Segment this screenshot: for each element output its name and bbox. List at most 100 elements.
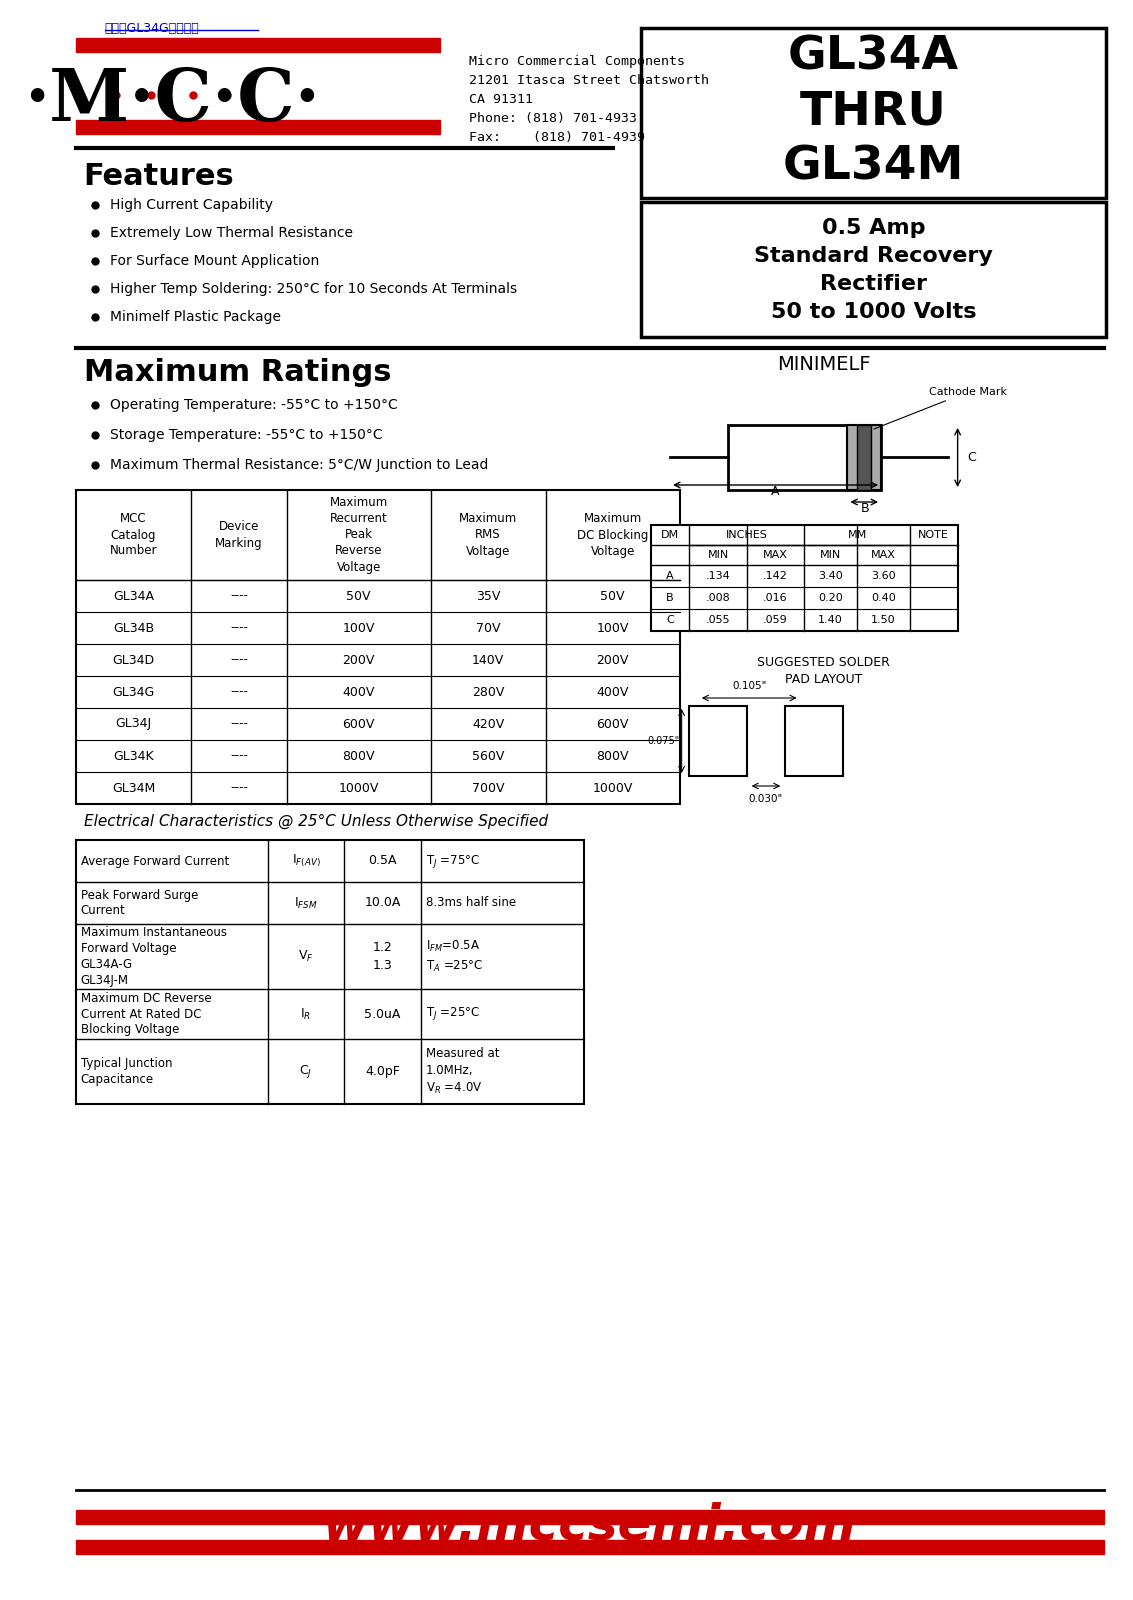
- Text: 600V: 600V: [596, 717, 629, 731]
- Bar: [641, 202, 1106, 338]
- Text: Cathode Mark: Cathode Mark: [874, 387, 1007, 429]
- Text: T$_J$ =25°C: T$_J$ =25°C: [426, 1005, 479, 1022]
- Text: High Current Capability: High Current Capability: [110, 198, 273, 211]
- Text: .016: .016: [764, 594, 787, 603]
- Text: Storage Temperature: -55°C to +150°C: Storage Temperature: -55°C to +150°C: [110, 427, 382, 442]
- Text: 50V: 50V: [347, 589, 370, 603]
- Text: Typical Junction
Capacitance: Typical Junction Capacitance: [80, 1058, 172, 1086]
- Text: Average Forward Current: Average Forward Current: [80, 854, 229, 867]
- Text: 600V: 600V: [342, 717, 375, 731]
- Text: .008: .008: [706, 594, 731, 603]
- Text: 560V: 560V: [471, 749, 504, 763]
- Text: NOTE: NOTE: [918, 530, 949, 541]
- Text: MM: MM: [847, 530, 867, 541]
- Text: B: B: [860, 502, 869, 515]
- Text: .059: .059: [764, 614, 787, 626]
- Text: MCC
Catalog
Number: MCC Catalog Number: [110, 512, 157, 557]
- Text: ----: ----: [230, 589, 248, 603]
- Text: INCHES: INCHES: [726, 530, 768, 541]
- Text: C$_J$: C$_J$: [299, 1062, 313, 1080]
- Bar: [76, 38, 440, 51]
- Text: Measured at
1.0MHz,
V$_R$ =4.0V: Measured at 1.0MHz, V$_R$ =4.0V: [426, 1046, 500, 1096]
- Text: I$_{FSM}$: I$_{FSM}$: [295, 896, 318, 910]
- Bar: [76, 840, 583, 1104]
- Text: A: A: [772, 485, 780, 498]
- Text: A: A: [666, 571, 674, 581]
- Text: 4.0pF: 4.0pF: [365, 1066, 400, 1078]
- Text: Device
Marking: Device Marking: [215, 520, 263, 549]
- Text: Maximum Instantaneous
Forward Voltage
GL34A-G
GL34J-M: Maximum Instantaneous Forward Voltage GL…: [80, 926, 227, 987]
- Text: I$_{FM}$=0.5A
T$_A$ =25°C: I$_{FM}$=0.5A T$_A$ =25°C: [426, 939, 483, 974]
- Text: DM: DM: [661, 530, 679, 541]
- Text: 0.20: 0.20: [818, 594, 843, 603]
- Text: Maximum DC Reverse
Current At Rated DC
Blocking Voltage: Maximum DC Reverse Current At Rated DC B…: [80, 992, 212, 1037]
- Text: Maximum
Recurrent
Peak
Reverse
Voltage: Maximum Recurrent Peak Reverse Voltage: [330, 496, 387, 573]
- Text: MINIMELF: MINIMELF: [776, 355, 870, 374]
- Text: 1000V: 1000V: [593, 781, 633, 795]
- Text: Electrical Characteristics @ 25°C Unless Otherwise Specified: Electrical Characteristics @ 25°C Unless…: [84, 814, 547, 829]
- Text: I$_R$: I$_R$: [300, 1006, 312, 1021]
- Text: Peak Forward Surge
Current: Peak Forward Surge Current: [80, 888, 198, 917]
- Text: 100V: 100V: [342, 621, 375, 635]
- Text: GL34D: GL34D: [112, 653, 154, 667]
- Text: Higher Temp Soldering: 250°C for 10 Seconds At Terminals: Higher Temp Soldering: 250°C for 10 Seco…: [110, 282, 517, 296]
- Text: 0.40: 0.40: [871, 594, 896, 603]
- Text: GL34J: GL34J: [116, 717, 152, 731]
- Text: 200V: 200V: [342, 653, 375, 667]
- Text: Maximum
RMS
Voltage: Maximum RMS Voltage: [459, 512, 517, 557]
- Text: 3.40: 3.40: [818, 571, 843, 581]
- Bar: [651, 525, 957, 630]
- Bar: [857, 426, 871, 490]
- Text: Extremely Low Thermal Resistance: Extremely Low Thermal Resistance: [110, 226, 352, 240]
- Text: 800V: 800V: [596, 749, 629, 763]
- Text: GL34G: GL34G: [112, 685, 154, 699]
- Text: 1.50: 1.50: [871, 614, 896, 626]
- Text: Maximum
DC Blocking
Voltage: Maximum DC Blocking Voltage: [577, 512, 648, 557]
- Text: 10.0A: 10.0A: [365, 896, 401, 909]
- Text: MIN: MIN: [707, 550, 729, 560]
- Text: 100V: 100V: [596, 621, 629, 635]
- Bar: [76, 1539, 1105, 1554]
- Text: 8.3ms half sine: 8.3ms half sine: [426, 896, 516, 909]
- Text: .134: .134: [706, 571, 731, 581]
- Text: .055: .055: [706, 614, 731, 626]
- Text: ·M·C·C·: ·M·C·C·: [24, 64, 320, 136]
- Text: Maximum Thermal Resistance: 5°C/W Junction to Lead: Maximum Thermal Resistance: 5°C/W Juncti…: [110, 458, 488, 472]
- Text: 0.5A: 0.5A: [368, 854, 397, 867]
- Text: 140V: 140V: [472, 653, 504, 667]
- Text: GL34K: GL34K: [113, 749, 154, 763]
- Text: 800V: 800V: [342, 749, 375, 763]
- Text: 70V: 70V: [476, 621, 501, 635]
- Bar: [76, 490, 680, 803]
- Text: 200V: 200V: [596, 653, 629, 667]
- Text: MAX: MAX: [871, 550, 896, 560]
- Text: C: C: [968, 451, 976, 464]
- Text: I$_{F(AV)}$: I$_{F(AV)}$: [291, 853, 321, 869]
- Text: 420V: 420V: [472, 717, 504, 731]
- Text: 0.5 Amp
Standard Recovery
Rectifier
50 to 1000 Volts: 0.5 Amp Standard Recovery Rectifier 50 t…: [753, 218, 993, 322]
- Text: V$_F$: V$_F$: [298, 949, 314, 965]
- Text: 1000V: 1000V: [339, 781, 378, 795]
- Text: SUGGESTED SOLDER
PAD LAYOUT: SUGGESTED SOLDER PAD LAYOUT: [757, 656, 889, 686]
- Text: ----: ----: [230, 781, 248, 795]
- Bar: [785, 706, 843, 776]
- Text: GL34B: GL34B: [113, 621, 154, 635]
- Text: Features: Features: [84, 162, 235, 190]
- Text: 400V: 400V: [596, 685, 629, 699]
- Text: 35V: 35V: [476, 589, 501, 603]
- Text: ----: ----: [230, 621, 248, 635]
- Text: GL34M: GL34M: [112, 781, 155, 795]
- Text: Minimelf Plastic Package: Minimelf Plastic Package: [110, 310, 281, 323]
- Text: ----: ----: [230, 749, 248, 763]
- Bar: [727, 426, 881, 490]
- Text: 0.105": 0.105": [732, 682, 766, 691]
- Text: 700V: 700V: [471, 781, 504, 795]
- Bar: [76, 120, 440, 134]
- Text: ----: ----: [230, 685, 248, 699]
- Text: Micro Commercial Components
21201 Itasca Street Chatsworth
CA 91311
Phone: (818): Micro Commercial Components 21201 Itasca…: [469, 54, 709, 144]
- Text: 400V: 400V: [342, 685, 375, 699]
- Bar: [847, 426, 881, 490]
- Text: B: B: [666, 594, 674, 603]
- Text: 0.075": 0.075": [647, 736, 680, 746]
- Text: GL34A
THRU
GL34M: GL34A THRU GL34M: [783, 34, 964, 190]
